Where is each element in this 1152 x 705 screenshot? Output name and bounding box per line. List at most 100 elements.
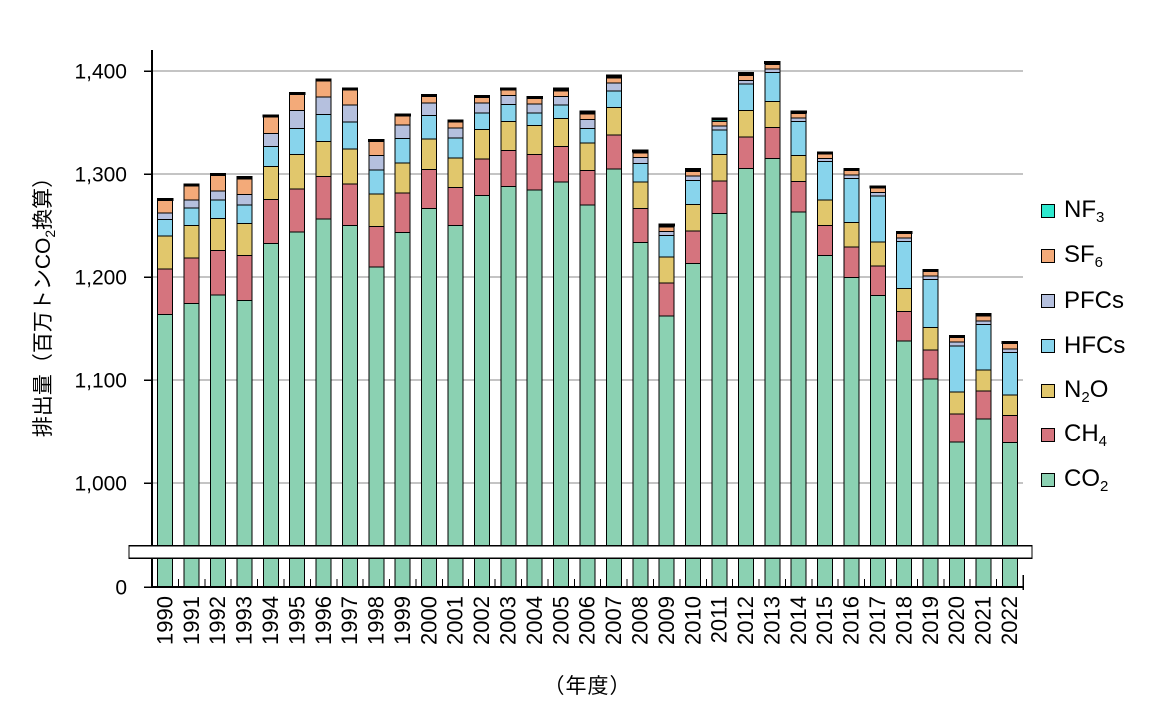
bar-top-cap-2000 — [421, 93, 438, 97]
bar-1995 — [289, 91, 306, 588]
bar-segment-sf6-1998 — [368, 140, 385, 156]
bar-segment-pfcs-1998 — [368, 154, 385, 171]
bar-segment-ch4-1990 — [157, 268, 174, 316]
bar-segment-co2-2021 — [975, 418, 992, 588]
bar-segment-co2-1992 — [209, 294, 226, 588]
bar-segment-hfcs-2010 — [685, 179, 702, 205]
bar-segment-pfcs-2021 — [975, 320, 992, 325]
x-tick-label-1993: 1993 — [232, 596, 257, 645]
bar-segment-ch4-2008 — [632, 208, 649, 243]
bar-segment-ch4-2017 — [869, 265, 886, 297]
bar-segment-n2o-1994 — [262, 165, 279, 201]
x-tick-label-2004: 2004 — [522, 596, 547, 645]
bar-top-cap-2012 — [737, 72, 754, 76]
bar-segment-hfcs-2005 — [553, 104, 570, 119]
bar-segment-hfcs-1999 — [394, 137, 411, 164]
y-axis-break — [128, 545, 1033, 560]
x-tick-label-1992: 1992 — [205, 596, 230, 645]
bar-segment-ch4-1991 — [183, 257, 200, 304]
bar-segment-pfcs-2016 — [843, 174, 860, 179]
bar-segment-pfcs-2007 — [605, 82, 622, 92]
bar-segment-hfcs-2012 — [737, 83, 754, 112]
bar-segment-hfcs-1996 — [315, 113, 332, 142]
bar-segment-n2o-2013 — [764, 100, 781, 129]
bar-segment-hfcs-2011 — [711, 129, 728, 156]
legend-item-co2: CO2 — [1041, 465, 1108, 495]
bar-segment-pfcs-2008 — [632, 157, 649, 164]
bar-top-cap-2013 — [764, 60, 781, 64]
bar-segment-co2-2016 — [843, 276, 860, 588]
bar-top-cap-2016 — [843, 167, 860, 172]
bar-segment-sf6-2008 — [632, 152, 649, 159]
x-tick-label-2020: 2020 — [944, 596, 969, 645]
x-tick-label-2013: 2013 — [759, 596, 784, 645]
x-tick-label-1998: 1998 — [364, 596, 389, 645]
bar-top-cap-1999 — [394, 113, 411, 117]
bar-segment-ch4-2005 — [553, 145, 570, 183]
bar-segment-ch4-2009 — [658, 282, 675, 317]
bar-segment-ch4-1998 — [368, 226, 385, 268]
x-tick-label-2014: 2014 — [786, 596, 811, 645]
bar-2001 — [447, 119, 464, 588]
bar-segment-n2o-1993 — [236, 223, 253, 257]
bar-2009 — [658, 223, 675, 588]
bar-segment-pfcs-2005 — [553, 95, 570, 106]
bar-segment-hfcs-1990 — [157, 219, 174, 237]
bar-top-cap-2008 — [632, 149, 649, 153]
bar-segment-ch4-2010 — [685, 230, 702, 265]
bar-segment-n2o-2004 — [526, 125, 543, 156]
bar-segment-hfcs-1991 — [183, 207, 200, 227]
bar-2000 — [421, 93, 438, 588]
x-tick-label-1990: 1990 — [152, 596, 177, 645]
bar-segment-n2o-1996 — [315, 140, 332, 177]
bar-segment-co2-2005 — [553, 181, 570, 588]
x-tick-label-2001: 2001 — [443, 596, 468, 645]
bar-segment-co2-1995 — [289, 231, 306, 588]
bar-1998 — [368, 139, 385, 588]
bar-segment-co2-1993 — [236, 299, 253, 588]
bar-2016 — [843, 167, 860, 588]
x-tick-label-2002: 2002 — [469, 596, 494, 645]
bar-segment-pfcs-2009 — [658, 230, 675, 237]
bar-top-cap-1994 — [262, 114, 279, 118]
bar-segment-hfcs-2018 — [896, 241, 913, 289]
bar-segment-co2-2011 — [711, 212, 728, 588]
x-tick-label-2003: 2003 — [496, 596, 521, 645]
bar-2019 — [922, 268, 939, 588]
bar-segment-n2o-2012 — [737, 110, 754, 138]
bar-segment-co2-1994 — [262, 242, 279, 588]
bar-segment-sf6-2010 — [685, 170, 702, 177]
bar-1997 — [341, 87, 359, 588]
bar-2006 — [579, 110, 596, 588]
bar-top-cap-1996 — [315, 78, 332, 82]
bar-segment-pfcs-1991 — [183, 199, 200, 209]
bar-top-cap-2003 — [500, 87, 517, 91]
bar-2012 — [737, 72, 754, 588]
x-tick-label-1997: 1997 — [337, 596, 362, 645]
bar-segment-ch4-2021 — [975, 390, 992, 420]
bar-top-cap-1990 — [157, 197, 174, 201]
bar-segment-ch4-2007 — [605, 134, 622, 170]
bar-segment-sf6-2018 — [896, 232, 913, 239]
bar-top-cap-2010 — [684, 167, 702, 172]
bar-segment-co2-2020 — [949, 441, 966, 588]
bar-segment-pfcs-1997 — [341, 104, 358, 123]
bar-segment-ch4-1994 — [262, 199, 279, 244]
bar-segment-ch4-1992 — [209, 249, 226, 296]
bar-2004 — [526, 95, 543, 588]
bar-segment-hfcs-2013 — [764, 72, 781, 102]
bar-segment-n2o-2018 — [896, 287, 913, 313]
bar-segment-sf6-2017 — [869, 187, 886, 194]
bar-segment-n2o-2022 — [1001, 394, 1018, 417]
bar-segment-hfcs-1993 — [236, 204, 253, 225]
bar-segment-co2-2012 — [737, 168, 754, 588]
bar-segment-sf6-1991 — [183, 184, 200, 201]
bar-segment-hfcs-2015 — [817, 161, 834, 201]
bar-segment-n2o-1995 — [289, 154, 306, 190]
bar-segment-sf6-2000 — [421, 95, 438, 104]
bar-top-cap-1993 — [236, 176, 253, 180]
bar-segment-n2o-1997 — [341, 148, 358, 185]
bar-segment-hfcs-2022 — [1001, 352, 1018, 396]
bar-2010 — [684, 167, 702, 588]
x-tick-label-2012: 2012 — [733, 596, 758, 645]
